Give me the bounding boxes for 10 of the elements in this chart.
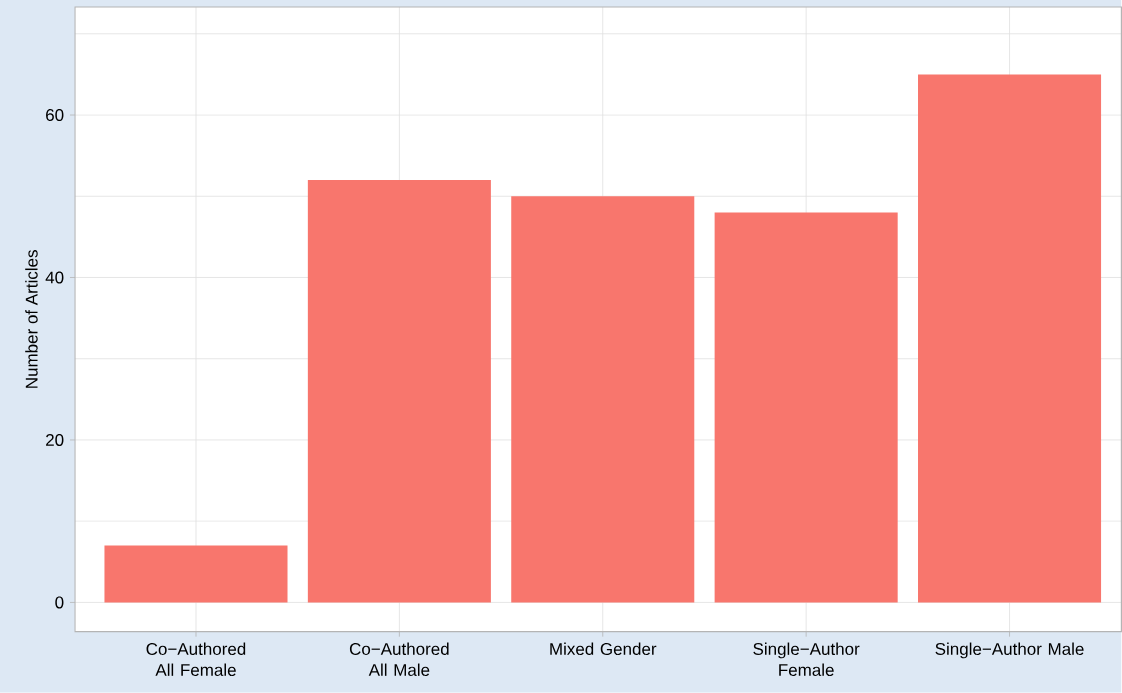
x-tick-label: Mixed Gender xyxy=(550,642,657,656)
y-tick-label: 0 xyxy=(55,596,64,609)
x-tick-label: Single−Author Male xyxy=(935,642,1084,659)
y-axis-title: Number of Articles xyxy=(25,250,38,388)
x-tick-label: Co−Authored All Female xyxy=(146,642,246,677)
x-tick-label: Co−Authored All Male xyxy=(349,642,449,677)
y-tick-label: 20 xyxy=(46,434,64,447)
x-tick-label: Single−Author Female xyxy=(753,642,860,677)
y-tick-label: 60 xyxy=(46,109,64,122)
y-tick-label: 40 xyxy=(45,271,64,284)
